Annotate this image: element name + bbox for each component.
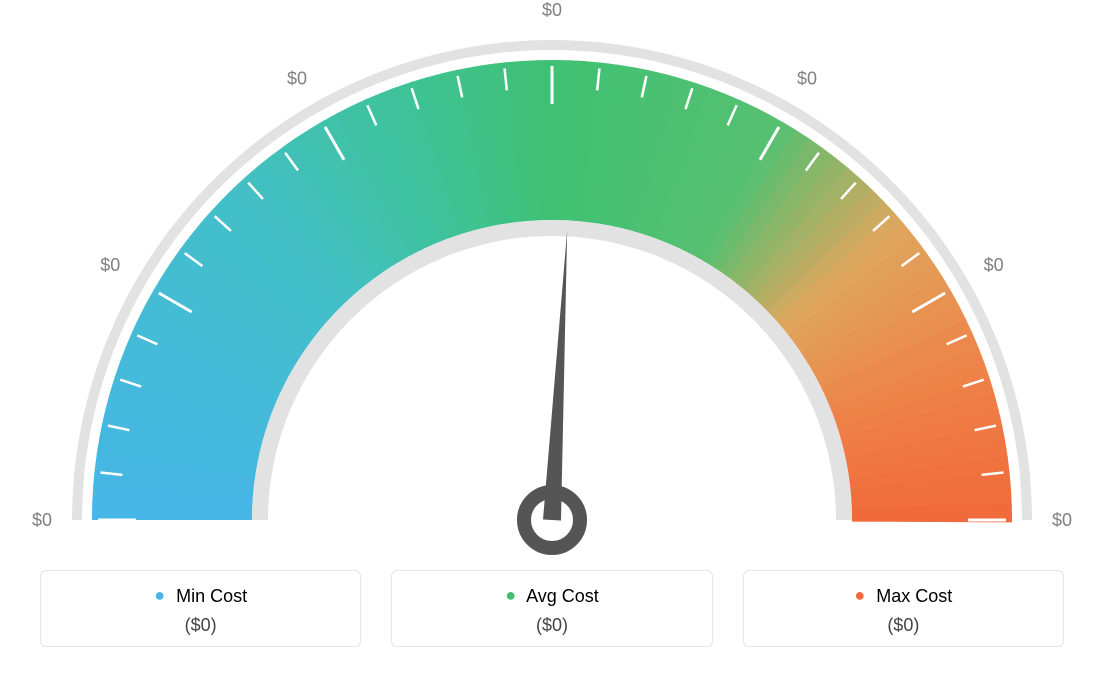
legend-min-label-wrap: ● Min Cost (41, 585, 360, 607)
gauge-svg: $0 $0 $0 $0 $0 $0 $0 (0, 0, 1104, 560)
svg-text:$0: $0 (984, 255, 1004, 275)
legend-row: ● Min Cost ($0) ● Avg Cost ($0) ● Max Co… (40, 570, 1064, 647)
legend-avg-label: Avg Cost (526, 586, 599, 606)
svg-text:$0: $0 (1052, 510, 1072, 530)
svg-text:$0: $0 (287, 68, 307, 88)
legend-avg-value: ($0) (392, 615, 711, 636)
svg-text:$0: $0 (100, 255, 120, 275)
legend-max-label-wrap: ● Max Cost (744, 585, 1063, 607)
legend-card-min: ● Min Cost ($0) (40, 570, 361, 647)
legend-max-label: Max Cost (876, 586, 952, 606)
svg-text:$0: $0 (797, 68, 817, 88)
legend-min-label: Min Cost (176, 586, 247, 606)
legend-min-value: ($0) (41, 615, 360, 636)
svg-text:$0: $0 (542, 0, 562, 20)
svg-text:$0: $0 (32, 510, 52, 530)
legend-max-value: ($0) (744, 615, 1063, 636)
legend-min-bullet: ● (154, 585, 165, 605)
legend-avg-label-wrap: ● Avg Cost (392, 585, 711, 607)
legend-card-max: ● Max Cost ($0) (743, 570, 1064, 647)
cost-gauge-chart: $0 $0 $0 $0 $0 $0 $0 ● Min Cost ($0) ● Avg Cos… (0, 0, 1104, 690)
legend-max-bullet: ● (854, 585, 865, 605)
legend-card-avg: ● Avg Cost ($0) (391, 570, 712, 647)
gauge-area: $0 $0 $0 $0 $0 $0 $0 (0, 0, 1104, 560)
legend-avg-bullet: ● (505, 585, 516, 605)
